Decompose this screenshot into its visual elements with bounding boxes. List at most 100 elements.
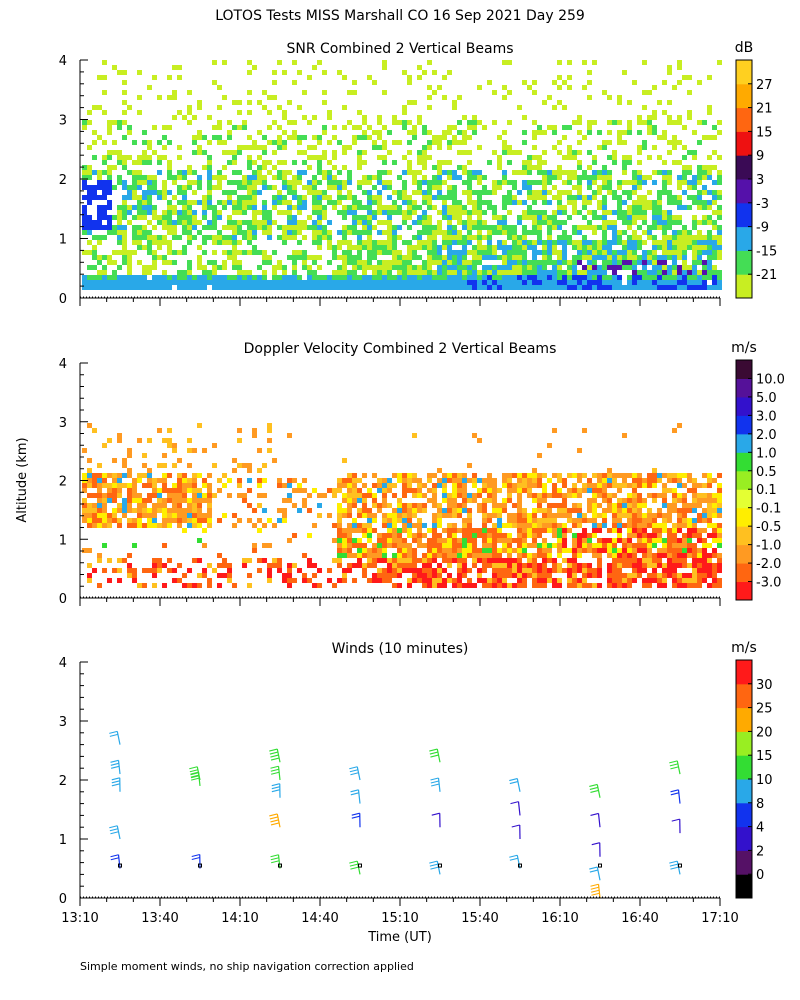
snr-cell [457,230,462,235]
doppler-cell [542,563,547,568]
snr-cell [432,280,437,285]
doppler-cell [352,543,357,548]
doppler-cell [672,508,677,513]
snr-cell [202,270,207,275]
doppler-cell [492,548,497,553]
snr-cell [517,150,522,155]
snr-cell [192,180,197,185]
snr-cell [642,270,647,275]
snr-cell [247,275,252,280]
snr-cell [247,225,252,230]
snr-cell [632,215,637,220]
doppler-cell [92,503,97,508]
snr-cell [372,215,377,220]
doppler-cell [147,568,152,573]
snr-cell [622,160,627,165]
doppler-cell [617,503,622,508]
snr-cell [92,275,97,280]
doppler-cell [447,533,452,538]
doppler-cell [302,478,307,483]
doppler-cell [192,488,197,493]
snr-cell [527,230,532,235]
snr-cell [647,125,652,130]
snr-cell [417,270,422,275]
doppler-cell [137,508,142,513]
snr-cell [287,200,292,205]
doppler-cell [522,568,527,573]
snr-cell [602,280,607,285]
snr-cell [357,220,362,225]
snr-cell [102,285,107,290]
doppler-cell [642,543,647,548]
doppler-cell [142,523,147,528]
doppler-cell [132,523,137,528]
doppler-cell [357,553,362,558]
doppler-cell [522,523,527,528]
snr-cell [432,230,437,235]
snr-cell [452,225,457,230]
snr-cell [367,125,372,130]
doppler-cell [112,493,117,498]
snr-cell [282,70,287,75]
doppler-cell [597,553,602,558]
doppler-cell [482,523,487,528]
doppler-cell [372,543,377,548]
doppler-cell [582,528,587,533]
doppler-cell [342,548,347,553]
doppler-cell [112,483,117,488]
doppler-cell [427,488,432,493]
snr-cell [707,155,712,160]
snr-cell [397,205,402,210]
doppler-cell [522,548,527,553]
snr-cell [377,250,382,255]
snr-cell [377,240,382,245]
snr-cell [127,170,132,175]
snr-cell [127,125,132,130]
snr-cell [242,195,247,200]
doppler-cell [577,543,582,548]
snr-cell [422,275,427,280]
doppler-cell [297,568,302,573]
snr-cell [107,280,112,285]
snr-cell [447,245,452,250]
doppler-cell [507,573,512,578]
doppler-cell [482,533,487,538]
doppler-cell [552,563,557,568]
snr-cell [237,270,242,275]
doppler-cell [507,543,512,548]
snr-cell [562,155,567,160]
snr-cell [562,280,567,285]
snr-cell [117,220,122,225]
doppler-cell [537,568,542,573]
snr-cell [347,145,352,150]
snr-cell [627,205,632,210]
doppler-cell [192,498,197,503]
wind-barb-flag [589,783,598,787]
snr-cell [352,200,357,205]
snr-cell [412,100,417,105]
snr-cell [462,240,467,245]
snr-cell [292,180,297,185]
doppler-cell [582,563,587,568]
snr-cell [212,80,217,85]
snr-cell [557,150,562,155]
snr-cell [527,240,532,245]
doppler-cell [607,503,612,508]
doppler-cell [172,443,177,448]
doppler-cell [102,543,107,548]
doppler-cell [412,503,417,508]
wind-barb-flag [271,789,280,793]
doppler-cell [562,568,567,573]
doppler-cell [507,488,512,493]
snr-cell [687,115,692,120]
snr-cell [122,185,127,190]
wind-barb-flag [590,886,599,890]
doppler-cell [482,488,487,493]
snr-cell [347,195,352,200]
doppler-cell [292,578,297,583]
snr-cell [412,245,417,250]
snr-cell [357,135,362,140]
doppler-cell [632,498,637,503]
snr-cell [407,130,412,135]
doppler-cell [197,518,202,523]
